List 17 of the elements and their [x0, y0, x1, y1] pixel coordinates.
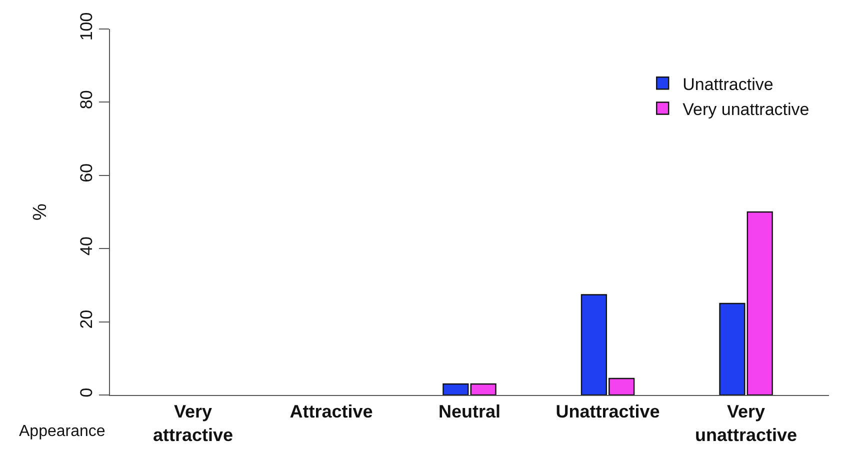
y-tick-label: 0 — [77, 388, 96, 398]
x-tick-label: Unattractive — [556, 402, 660, 422]
x-tick-label: Very attractive — [152, 402, 233, 445]
x-tick-label: Attractive — [290, 402, 373, 422]
bar — [470, 383, 496, 395]
bar — [442, 383, 469, 395]
y-tick-label: 80 — [77, 90, 96, 110]
y-tick-label: 40 — [77, 236, 96, 256]
x-tick-label: Neutral — [438, 402, 501, 422]
x-axis-title: Appearance — [19, 423, 106, 440]
legend-label: Very unattractive — [682, 100, 810, 119]
x-tick-label: Very unattractive — [695, 402, 798, 445]
y-tick-label: 100 — [77, 12, 96, 41]
y-tick-label: 20 — [77, 310, 96, 329]
y-tick-label: 60 — [77, 163, 96, 182]
y-axis-title: % — [30, 203, 52, 220]
legend-label: Unattractive — [682, 74, 774, 94]
